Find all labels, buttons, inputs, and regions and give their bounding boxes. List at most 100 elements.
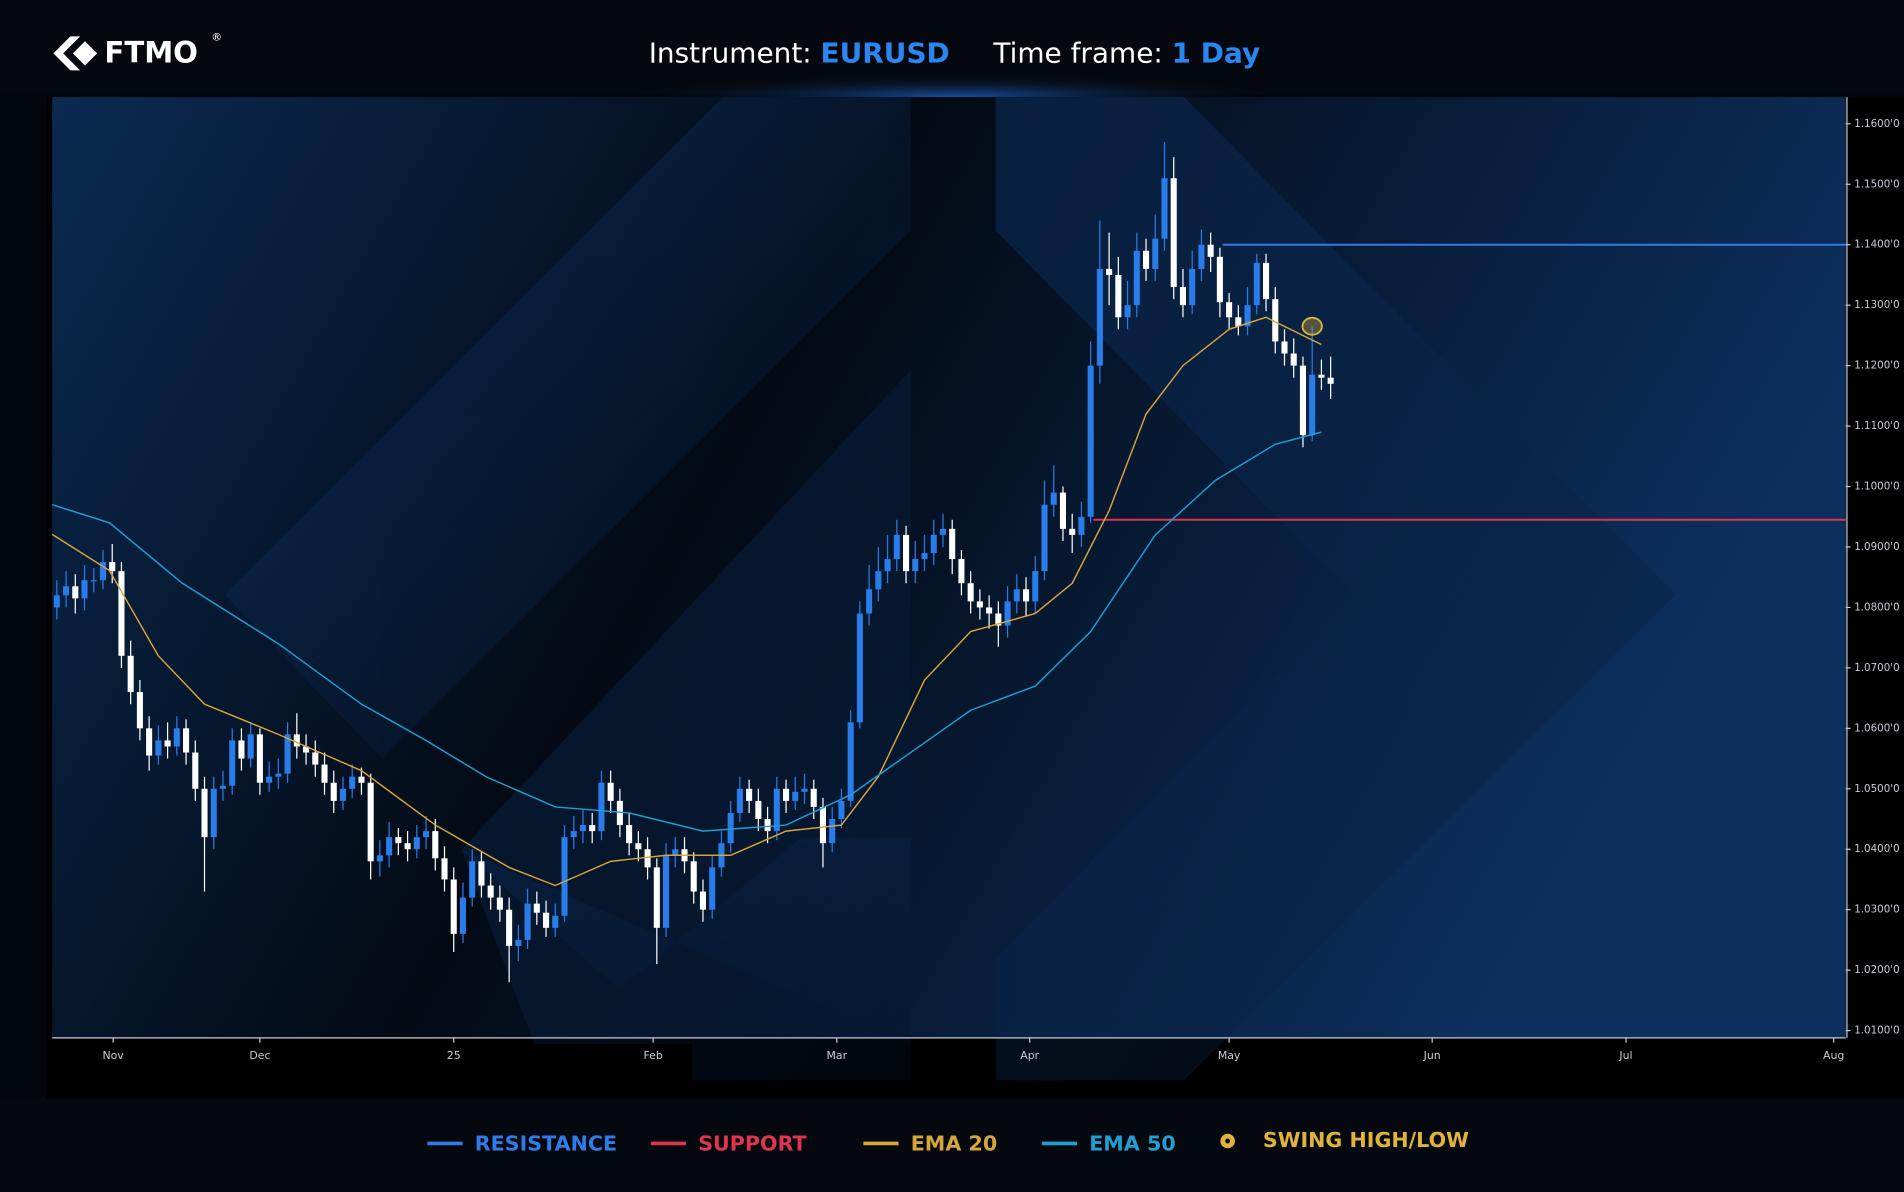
header-title: Instrument: EURUSD Time frame: 1 Day <box>649 37 1260 70</box>
bg-shape <box>224 97 911 759</box>
y-tick-label: 1.0100'0 <box>1854 1025 1899 1037</box>
candle-body <box>358 776 365 783</box>
candle-body <box>939 528 947 535</box>
candle-body <box>1059 492 1066 529</box>
candle-body <box>1050 492 1057 505</box>
candle-body <box>1198 244 1205 269</box>
candle-body <box>635 843 642 850</box>
y-tick-label: 1.0700'0 <box>1854 662 1899 674</box>
candle-body <box>1262 262 1270 300</box>
y-tick-label: 1.1300'0 <box>1854 299 1899 311</box>
x-tick-label: May <box>1218 1049 1241 1062</box>
candle-body <box>1189 268 1196 306</box>
y-tick-label: 1.0600'0 <box>1854 722 1899 734</box>
candle-body <box>293 734 300 747</box>
legend-swatch-inner <box>1225 1138 1231 1144</box>
candle-body <box>672 849 679 856</box>
candle-body <box>330 782 337 801</box>
x-tick-label: Jun <box>1423 1049 1441 1062</box>
candle-body <box>616 800 623 826</box>
candle-body <box>72 586 79 599</box>
candle-body <box>496 897 503 910</box>
candle-body <box>755 800 762 820</box>
candle-body <box>1032 571 1039 602</box>
candle-body <box>829 819 836 844</box>
x-tick-label: Dec <box>249 1049 270 1062</box>
legend-bar <box>0 1098 1904 1192</box>
candle-body <box>856 613 863 723</box>
ema-line <box>51 431 1322 832</box>
candle-body <box>1244 305 1251 327</box>
logo[interactable]: FTMO ® <box>53 31 222 71</box>
candle-body <box>690 861 697 892</box>
candle-body <box>349 776 356 789</box>
candle-body <box>589 825 596 832</box>
candle-body <box>1207 244 1214 257</box>
instrument: EURUSD <box>821 37 950 70</box>
swing-marker <box>1301 316 1323 336</box>
candle-body <box>810 788 817 807</box>
candle-body <box>921 553 928 560</box>
legend: RESISTANCE SUPPORT EMA 20 EMA 50 SWING HIGH/… <box>427 1128 1469 1156</box>
candle-body <box>1253 262 1260 306</box>
candle-body <box>90 580 97 582</box>
candle-body <box>63 586 70 596</box>
x-tick-label: Nov <box>102 1049 124 1062</box>
x-tick-label: Apr <box>1020 1049 1039 1062</box>
candle-body <box>663 855 670 928</box>
candle-body <box>1124 305 1131 318</box>
x-tick-label: Mar <box>827 1049 848 1062</box>
candle-body <box>339 788 347 801</box>
candle-body <box>1318 374 1325 378</box>
candle-body <box>432 831 439 859</box>
candle-body <box>1115 274 1122 318</box>
candle-body <box>192 752 199 789</box>
x-tick-label: 25 <box>447 1049 461 1062</box>
y-tick-label: 1.0300'0 <box>1854 904 1899 916</box>
candle-body <box>958 559 965 584</box>
candle-body <box>783 788 790 801</box>
candle-body <box>543 912 550 928</box>
candle-body <box>284 734 291 774</box>
candle-body <box>173 728 180 747</box>
instrument-label: Instrument: <box>649 37 812 70</box>
candle-body <box>884 559 891 572</box>
candle-body <box>930 534 937 554</box>
candle-body <box>570 831 577 838</box>
candle-body <box>875 571 882 590</box>
y-tick-label: 1.0400'0 <box>1854 843 1899 855</box>
ema-line <box>51 316 1322 887</box>
candle-body <box>1226 302 1233 318</box>
candle-body <box>1041 504 1048 572</box>
candle-body <box>801 788 808 792</box>
y-tick-label: 1.1600'0 <box>1854 118 1899 130</box>
x-tick-label: Aug <box>1823 1049 1844 1062</box>
candle-body <box>53 595 60 608</box>
candle-body <box>423 831 430 838</box>
candle-body <box>607 782 614 801</box>
y-tick-label: 1.1000'0 <box>1854 481 1899 493</box>
candle-body <box>201 788 208 838</box>
y-tick-label: 1.1500'0 <box>1854 178 1899 190</box>
candle-body <box>949 528 956 560</box>
candle-body <box>709 867 716 910</box>
candle-body <box>1013 589 1020 602</box>
candle-body <box>727 812 734 844</box>
y-tick-label: 1.1400'0 <box>1854 239 1899 251</box>
candle-body <box>506 909 513 946</box>
candle-body <box>524 903 531 940</box>
candle-body <box>469 861 476 898</box>
candle-body <box>699 891 707 910</box>
candle-body <box>1179 287 1186 306</box>
candle-body <box>404 843 411 850</box>
candle-body <box>210 788 217 838</box>
logo-mark: ® <box>211 31 222 44</box>
candle-body <box>312 752 319 765</box>
candle-body <box>118 571 125 656</box>
candle-body <box>1327 377 1334 384</box>
candle-body <box>1216 256 1223 303</box>
candle-body <box>219 785 227 789</box>
candle-body <box>1087 365 1094 517</box>
candle-body <box>1143 250 1150 269</box>
